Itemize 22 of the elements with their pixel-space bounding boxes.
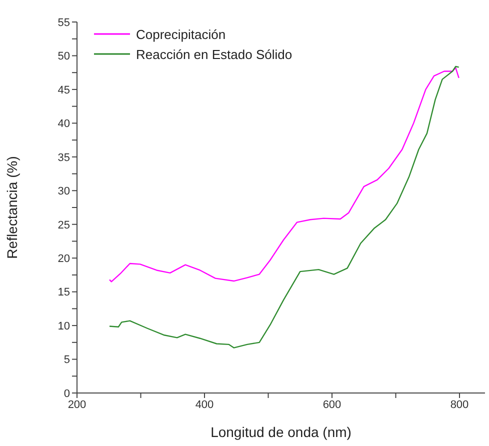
y-tick-label: 5	[64, 354, 70, 366]
y-tick-label: 20	[58, 252, 70, 265]
line-series	[108, 66, 460, 348]
y-tick-label: 55	[58, 16, 70, 29]
y-tick-label: 30	[58, 186, 70, 198]
x-axis-title: Longitud de onda (nm)	[210, 424, 352, 440]
legend-label: Coprecipitación	[136, 26, 226, 42]
y-tick-label: 50	[58, 50, 70, 63]
y-tick-label: 45	[58, 84, 70, 96]
x-tick-label: 400	[195, 398, 214, 411]
y-tick-label: 25	[58, 219, 70, 232]
y-tick-label: 35	[58, 152, 70, 164]
y-tick-label: 15	[58, 286, 70, 299]
x-tick-label: 200	[68, 398, 86, 411]
legend-label: Reacción en Estado Sólido	[136, 46, 292, 62]
y-tick-label: 0	[64, 388, 70, 400]
y-axis-title: Reflectancia (%)	[4, 156, 20, 259]
x-tick-label: 600	[322, 398, 342, 411]
line-series	[108, 67, 460, 282]
y-tick-label: 40	[58, 118, 70, 130]
x-tick-label: 800	[450, 398, 469, 411]
y-tick-label: 10	[58, 320, 70, 332]
